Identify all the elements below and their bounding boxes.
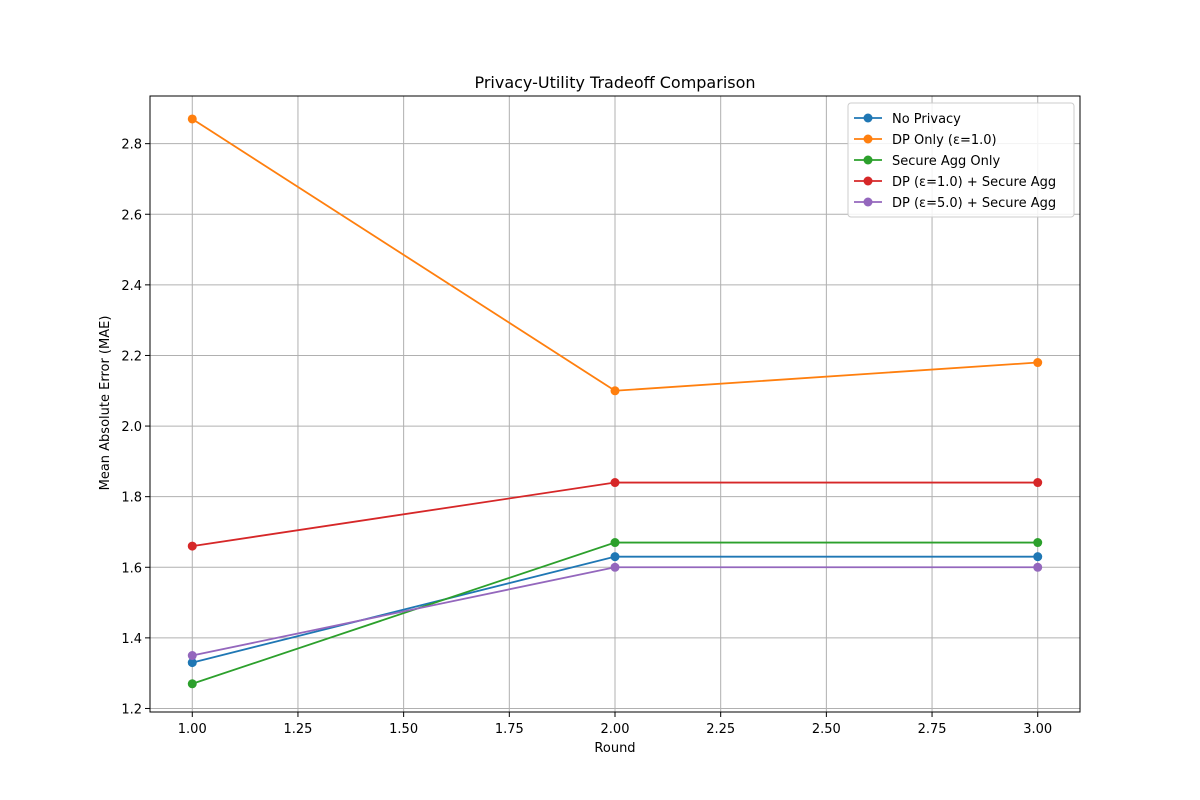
y-tick-label: 1.8: [121, 491, 142, 506]
data-point: [187, 541, 197, 551]
data-point: [1033, 552, 1043, 562]
data-point: [187, 679, 197, 689]
data-point: [610, 552, 620, 562]
legend-label: DP (ε=5.0) + Secure Agg: [892, 196, 1056, 211]
data-point: [610, 538, 620, 548]
x-tick-label: 2.25: [706, 722, 735, 737]
x-tick-label: 2.75: [918, 722, 947, 737]
axes: 1.00 1.25 1.50 1.75 2.00 2.25 2.50 2.75 3.00 1.2 1…: [121, 95, 1081, 737]
series-1: [187, 552, 1043, 668]
legend-marker: [863, 176, 873, 186]
legend-entry: DP Only (ε=1.0): [854, 133, 997, 148]
legend-label: DP Only (ε=1.0): [892, 133, 997, 148]
x-tick-label: 1.00: [178, 722, 207, 737]
y-tick-label: 2.6: [121, 208, 142, 223]
y-tick-label: 1.2: [121, 702, 142, 717]
data-point: [610, 386, 620, 396]
y-tick-label: 2.8: [121, 138, 142, 153]
x-tick-label: 2.00: [601, 722, 630, 737]
data-point: [187, 114, 197, 124]
y-tick-label: 1.4: [121, 632, 142, 647]
legend-entry: No Privacy: [854, 112, 961, 127]
y-tick-label: 1.6: [121, 561, 142, 576]
x-tick-label: 1.75: [495, 722, 524, 737]
legend-box: [847, 102, 1075, 218]
legend-marker: [863, 113, 873, 123]
series-3: [187, 538, 1043, 689]
legend-marker: [863, 155, 873, 165]
x-tick-label: 2.50: [812, 722, 841, 737]
data-point: [1033, 478, 1043, 488]
legend-marker: [863, 197, 873, 207]
series-4: [187, 478, 1043, 551]
y-tick-label: 2.4: [121, 279, 142, 294]
legend-entry: DP (ε=5.0) + Secure Agg: [854, 196, 1056, 211]
series-5: [187, 562, 1043, 661]
x-tick-label: 1.25: [283, 722, 312, 737]
x-tick-label: 1.50: [389, 722, 418, 737]
series-2: [187, 114, 1043, 396]
legend-label: Secure Agg Only: [892, 154, 1000, 169]
grid-lines: [150, 96, 1080, 712]
y-tick-label: 2.0: [121, 420, 142, 435]
data-point: [187, 658, 197, 668]
x-tick-label: 3.00: [1023, 722, 1052, 737]
y-tick-label: 2.2: [121, 349, 142, 364]
legend-label: No Privacy: [892, 112, 961, 127]
series-lines: [187, 114, 1043, 689]
chart-title: Privacy-Utility Tradeoff Comparison: [474, 73, 755, 92]
y-axis-title: Mean Absolute Error (MAE): [98, 316, 113, 491]
data-point: [610, 562, 620, 572]
data-point: [187, 651, 197, 661]
x-axis-title: Round: [594, 741, 635, 756]
legend-marker: [863, 134, 873, 144]
legend-entry: Secure Agg Only: [854, 154, 1000, 169]
data-point: [610, 478, 620, 488]
data-point: [1033, 538, 1043, 548]
legend-label: DP (ε=1.0) + Secure Agg: [892, 175, 1056, 190]
data-point: [1033, 358, 1043, 368]
legend-entry: DP (ε=1.0) + Secure Agg: [854, 175, 1056, 190]
legend: No Privacy DP Only (ε=1.0) Secure Agg Only…: [847, 102, 1075, 218]
data-point: [1033, 562, 1043, 572]
